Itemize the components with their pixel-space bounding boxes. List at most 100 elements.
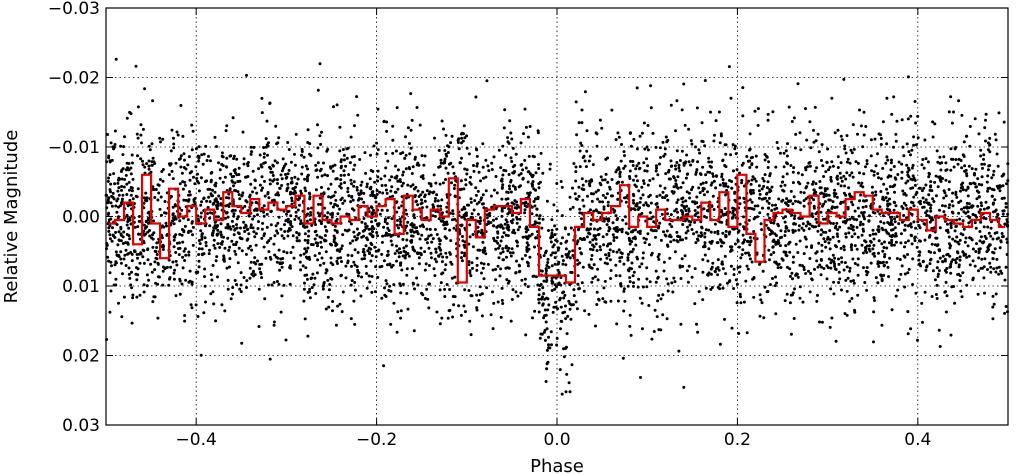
data-point xyxy=(108,173,112,177)
data-point xyxy=(404,208,408,212)
data-point xyxy=(569,270,573,274)
data-point xyxy=(347,173,351,177)
data-point xyxy=(916,338,919,342)
data-point xyxy=(449,260,453,264)
data-point xyxy=(174,161,178,165)
data-point xyxy=(730,326,734,330)
data-point xyxy=(257,287,261,291)
data-point xyxy=(781,198,785,202)
data-point xyxy=(1002,209,1006,213)
data-point xyxy=(477,299,481,302)
data-point xyxy=(628,313,632,317)
data-point xyxy=(954,158,958,162)
data-point xyxy=(395,259,399,263)
data-point xyxy=(289,214,293,218)
data-point xyxy=(907,150,911,154)
data-point xyxy=(475,263,479,267)
data-point xyxy=(729,153,733,157)
data-point xyxy=(654,202,658,206)
data-point xyxy=(537,167,541,170)
data-point xyxy=(501,144,505,148)
data-point xyxy=(865,244,869,248)
data-point xyxy=(889,174,893,178)
data-point xyxy=(646,183,650,187)
data-point xyxy=(966,210,970,214)
data-point xyxy=(547,343,550,347)
data-point xyxy=(833,206,837,209)
data-point xyxy=(991,202,995,206)
data-point xyxy=(248,244,252,248)
data-point xyxy=(955,195,959,199)
data-point xyxy=(173,215,177,219)
data-point xyxy=(186,218,190,222)
data-point xyxy=(259,270,262,274)
data-point xyxy=(117,186,121,190)
data-point xyxy=(681,200,685,204)
data-point xyxy=(733,147,737,151)
data-point xyxy=(176,133,180,137)
data-point xyxy=(303,177,307,181)
data-point xyxy=(747,253,751,257)
data-point xyxy=(611,250,615,253)
data-point xyxy=(318,196,322,200)
data-point xyxy=(461,239,465,243)
data-point xyxy=(485,216,489,220)
data-point xyxy=(599,257,603,261)
data-point xyxy=(680,197,684,201)
data-point xyxy=(523,107,527,111)
data-point xyxy=(678,159,682,162)
data-point xyxy=(801,222,805,226)
data-point xyxy=(615,218,619,222)
data-point xyxy=(885,246,889,250)
data-point xyxy=(530,175,534,179)
data-point xyxy=(316,258,320,262)
data-point xyxy=(396,310,400,314)
data-point xyxy=(709,272,713,276)
data-point xyxy=(316,175,320,179)
data-point xyxy=(731,143,735,147)
data-point xyxy=(141,127,145,131)
data-point xyxy=(699,234,703,238)
data-point xyxy=(260,188,263,192)
data-point xyxy=(688,196,692,200)
data-point xyxy=(749,192,753,196)
data-point xyxy=(467,203,471,207)
data-point xyxy=(124,264,128,267)
data-point xyxy=(844,151,848,155)
data-point xyxy=(798,239,802,243)
data-point xyxy=(141,255,145,259)
data-point xyxy=(381,191,385,195)
data-point xyxy=(662,230,665,234)
data-point xyxy=(173,268,177,272)
data-point xyxy=(303,281,306,285)
data-point xyxy=(476,212,480,216)
data-point xyxy=(151,245,155,249)
data-point xyxy=(917,224,921,228)
data-point xyxy=(715,174,718,178)
data-point xyxy=(590,280,594,284)
data-point xyxy=(531,180,535,184)
data-point xyxy=(977,182,981,186)
data-point xyxy=(301,264,305,268)
data-point xyxy=(624,222,628,226)
data-point xyxy=(677,166,681,170)
data-point xyxy=(756,215,759,219)
data-point xyxy=(960,207,964,211)
data-point xyxy=(446,151,450,154)
data-point xyxy=(732,169,735,173)
data-point xyxy=(740,253,744,257)
data-point xyxy=(587,159,591,163)
data-point xyxy=(231,180,235,184)
data-point xyxy=(557,246,561,250)
data-point xyxy=(225,211,229,214)
data-point xyxy=(549,240,553,244)
data-point xyxy=(856,273,860,277)
data-point xyxy=(684,176,688,180)
data-point xyxy=(374,255,378,259)
data-point xyxy=(413,249,417,253)
data-point xyxy=(990,176,994,180)
data-point xyxy=(427,246,431,250)
data-point xyxy=(504,244,508,248)
data-point xyxy=(534,171,538,175)
